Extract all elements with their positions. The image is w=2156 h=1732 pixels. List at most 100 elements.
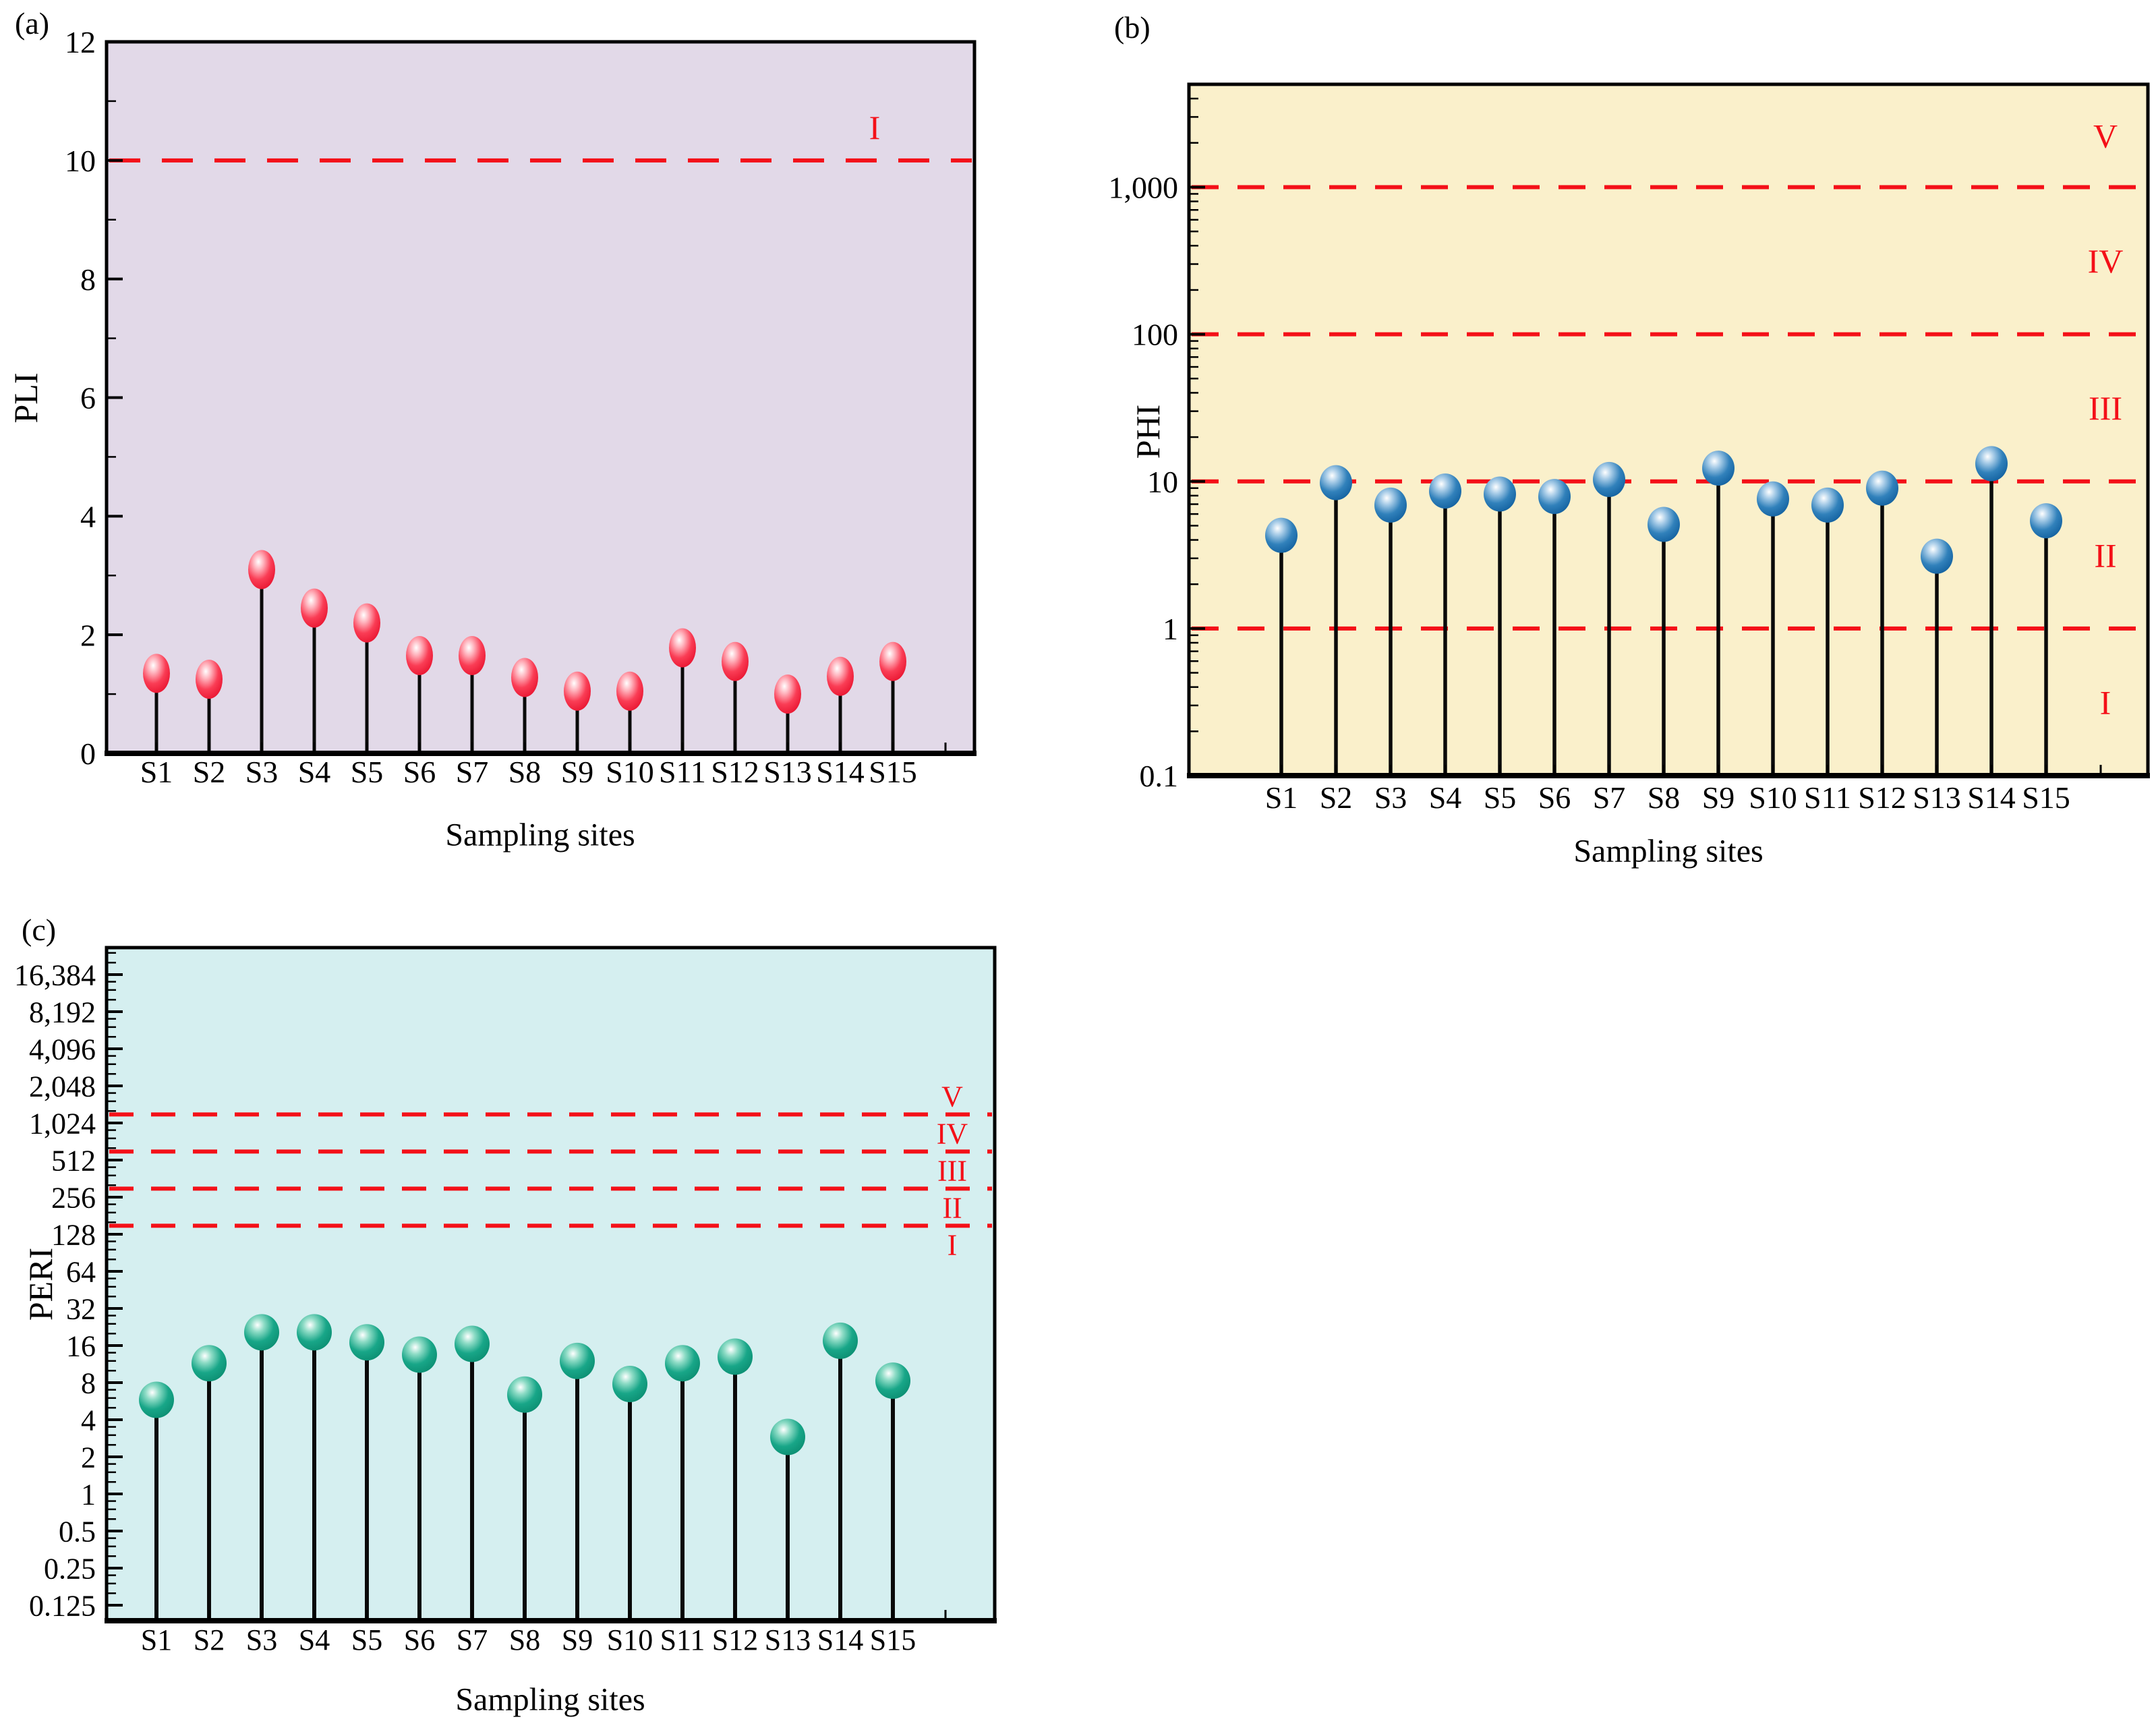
y-tick-label: 10 bbox=[1147, 465, 1178, 499]
y-axis-ticks: 0.125 0.25 0.5 1 2 4 8 16 32 64 128 256 512 1,024 2,04… bbox=[14, 958, 123, 1622]
y-axis-minor-ticks bbox=[107, 100, 116, 695]
zone-label-III: III bbox=[937, 1154, 967, 1187]
x-tick-label: S7 bbox=[457, 1623, 488, 1656]
marker-ball bbox=[1811, 487, 1844, 523]
x-tick-label: S3 bbox=[1374, 780, 1407, 815]
x-tick-label: S9 bbox=[561, 755, 594, 789]
panel-c-x-axis-title: Sampling sites bbox=[455, 1681, 645, 1718]
x-tick-label: S5 bbox=[1484, 780, 1517, 815]
lollipop-S4 bbox=[297, 1314, 332, 1619]
x-tick-label: S11 bbox=[659, 755, 706, 789]
zone-label-IV: IV bbox=[2088, 242, 2124, 280]
panel-c-letter: (c) bbox=[22, 913, 57, 947]
y-axis-minor-ticks bbox=[107, 952, 116, 1594]
lollipop-S2 bbox=[196, 660, 223, 752]
y-tick-label: 0.25 bbox=[44, 1552, 96, 1585]
y-tick-label: 1 bbox=[1163, 612, 1178, 646]
x-tick-label: S11 bbox=[1804, 780, 1851, 815]
lollipop-S3 bbox=[248, 550, 275, 752]
y-tick-label: 128 bbox=[51, 1218, 96, 1251]
y-tick-label: 1,000 bbox=[1109, 171, 1179, 205]
x-tick-label: S2 bbox=[193, 755, 226, 789]
y-axis-ticks: 0.1 1 10 100 1,000 bbox=[1109, 171, 1205, 793]
x-tick-label: S13 bbox=[765, 1623, 811, 1656]
marker-ball bbox=[507, 1376, 542, 1413]
lollipop-S1 bbox=[139, 1381, 174, 1619]
marker-ball bbox=[139, 1381, 174, 1418]
lollipop-S6 bbox=[1538, 479, 1571, 774]
lollipop-S7 bbox=[1593, 461, 1625, 774]
threshold-lines bbox=[1192, 185, 2145, 631]
x-tick-label: S6 bbox=[403, 755, 436, 789]
marker-ball bbox=[616, 671, 643, 711]
y-tick-label: 2 bbox=[80, 618, 96, 652]
marker-ball bbox=[1320, 465, 1352, 500]
zone-label-V: V bbox=[941, 1080, 963, 1113]
y-tick-label: 2,048 bbox=[29, 1070, 96, 1103]
panel-a-y-axis-title: PLI bbox=[7, 372, 45, 424]
marker-ball bbox=[353, 603, 380, 643]
marker-ball bbox=[455, 1325, 490, 1362]
y-tick-label: 2 bbox=[81, 1441, 96, 1474]
lollipop-S10 bbox=[616, 671, 643, 752]
lollipop-S15 bbox=[2030, 503, 2062, 774]
marker-ball bbox=[511, 658, 538, 697]
x-tick-label: S8 bbox=[1648, 780, 1681, 815]
lollipop-S7 bbox=[459, 635, 486, 752]
x-tick-label: S2 bbox=[1320, 780, 1353, 815]
x-tick-label: S15 bbox=[2022, 780, 2070, 815]
x-tick-label: S6 bbox=[404, 1623, 435, 1656]
marker-ball bbox=[1265, 517, 1298, 553]
threshold-lines: I bbox=[109, 109, 972, 163]
zone-label-III: III bbox=[2089, 389, 2122, 427]
x-tick-label: S1 bbox=[140, 755, 173, 789]
lollipop-S6 bbox=[402, 1336, 437, 1619]
lollipop-S4 bbox=[301, 588, 328, 752]
lollipop-S6 bbox=[406, 635, 433, 752]
x-tick-label: S1 bbox=[1265, 780, 1298, 815]
lollipop-S2 bbox=[1320, 465, 1352, 774]
marker-ball bbox=[560, 1342, 595, 1379]
y-tick-label: 8,192 bbox=[29, 995, 96, 1029]
zone-label-I: I bbox=[2100, 683, 2111, 721]
x-tick-label: S4 bbox=[298, 755, 331, 789]
lollipop-S14 bbox=[823, 1322, 858, 1619]
plot-border bbox=[1187, 82, 2150, 778]
marker-ball bbox=[244, 1314, 279, 1351]
lollipop-S9 bbox=[560, 1342, 595, 1619]
x-tick-label: S3 bbox=[246, 1623, 277, 1656]
panel-c-y-axis-title: PERI bbox=[22, 1247, 59, 1321]
zone-label-V: V bbox=[2093, 117, 2118, 155]
y-tick-label: 10 bbox=[65, 144, 96, 178]
x-tick-label: S6 bbox=[1538, 780, 1571, 815]
lollipop-S11 bbox=[665, 1345, 700, 1619]
x-tick-label: S13 bbox=[1913, 780, 1961, 815]
zone-label-II: II bbox=[2094, 536, 2116, 574]
lollipops bbox=[143, 550, 906, 752]
x-tick-label: S4 bbox=[1429, 780, 1462, 815]
y-tick-label: 64 bbox=[66, 1255, 96, 1288]
lollipops bbox=[139, 1314, 910, 1619]
x-tick-label: S10 bbox=[1749, 780, 1797, 815]
plot-border bbox=[105, 946, 997, 1623]
marker-ball bbox=[196, 660, 223, 699]
lollipop-S12 bbox=[1866, 470, 1898, 774]
zone-label-II: II bbox=[942, 1191, 962, 1224]
marker-ball bbox=[774, 674, 801, 714]
marker-ball bbox=[297, 1314, 332, 1351]
threshold-label: I bbox=[869, 109, 881, 146]
threshold-lines bbox=[109, 1112, 992, 1228]
x-tick-label: S8 bbox=[508, 755, 542, 789]
lollipop-S11 bbox=[1811, 487, 1844, 774]
marker-ball bbox=[1866, 470, 1898, 506]
marker-ball bbox=[875, 1362, 910, 1399]
marker-ball bbox=[1429, 473, 1461, 509]
marker-ball bbox=[612, 1366, 647, 1403]
y-tick-label: 0 bbox=[80, 737, 96, 771]
x-tick-label: S9 bbox=[562, 1623, 593, 1656]
x-tick-label: S14 bbox=[817, 1623, 863, 1656]
panel-b-x-axis-title: Sampling sites bbox=[1573, 833, 1764, 869]
